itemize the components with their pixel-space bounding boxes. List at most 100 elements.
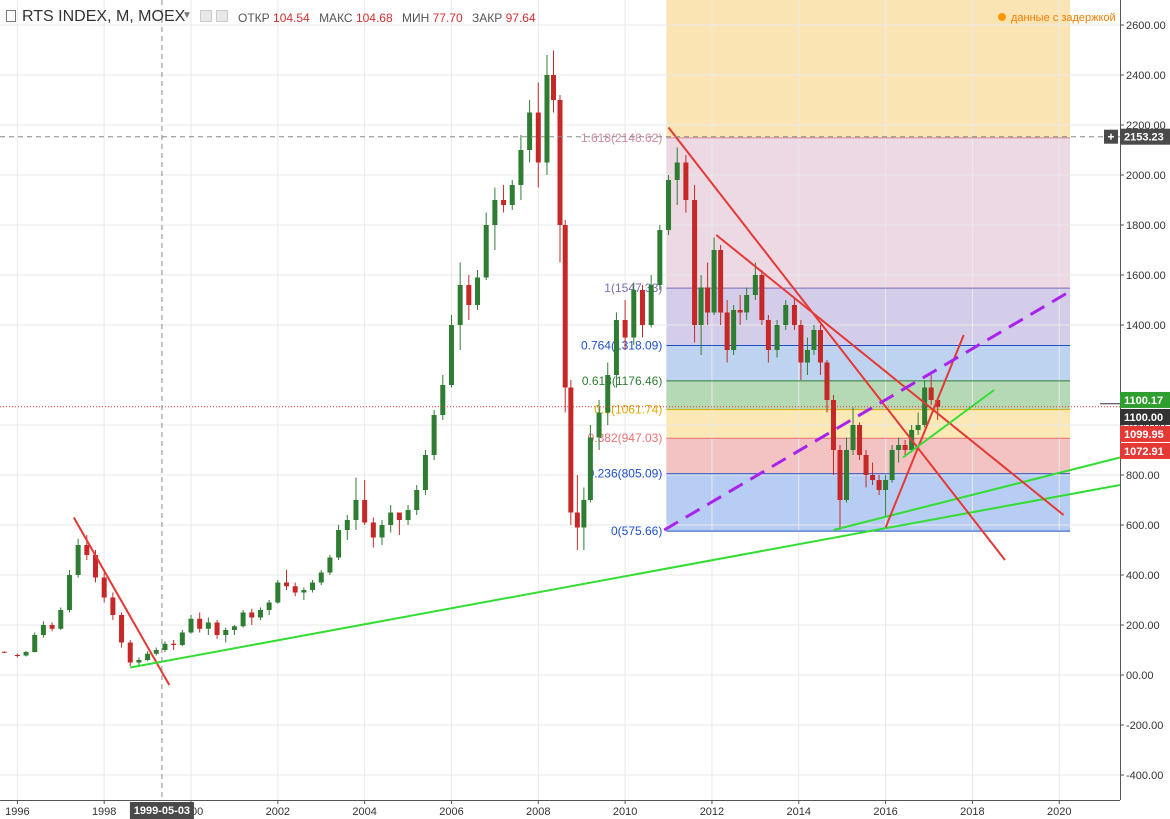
high-label: МАКС [319,11,353,25]
fib-zone [666,137,1071,289]
candle-body [440,385,446,415]
candle-body [396,512,402,520]
candle-body [666,180,672,230]
trend-line [667,126,1006,561]
candle-body [876,480,882,490]
candle-body [214,622,220,635]
cursor-date-badge [129,802,194,819]
settings-icon[interactable] [200,10,212,22]
delayed-data-notice[interactable]: данные с задержкой [998,12,1116,24]
open-label: ОТКР [238,11,270,25]
close-label: ЗАКР [472,11,503,25]
candle-body [581,500,587,528]
candle-body [49,625,55,629]
x-tick-label: 2016 [873,806,897,818]
candle-body [353,500,359,520]
candle-body [75,545,81,575]
candle-body [492,200,498,225]
candle-body [544,75,550,163]
candle-body [284,582,290,587]
candle-body [648,285,654,325]
candle-body [518,150,524,185]
candle-body [362,500,368,523]
candle-body [657,230,663,285]
candle-body [249,612,255,618]
candle-body [817,330,823,363]
price-badge [1120,425,1170,442]
candle-body [475,277,481,305]
candle-body [692,200,698,325]
chart-header: RTS INDEX, M, MOEX ▼ ОТКР 104.54 МАКС 10… [0,0,1120,36]
candle-body [562,225,568,388]
fib-zone [666,473,1071,532]
candle-body [744,295,750,313]
candle-body [674,162,680,180]
candle-body [379,525,385,538]
close-icon[interactable] [216,10,228,22]
low-value: 77.70 [432,11,463,25]
price-badge-label: 1072.91 [1124,446,1164,458]
cursor-date-label: 1999-05-03 [134,805,190,817]
price-badge-label: 1099.95 [1124,429,1164,441]
candle-body [752,275,758,295]
low-label: МИН [401,11,430,25]
fib-level-label: 1.618(2148.62) [581,131,662,145]
candle-body [622,320,628,338]
candle-body [774,325,780,350]
candle-body [639,290,645,325]
y-tick-label: 2000.00 [1126,170,1166,182]
candle-body [171,643,177,645]
candle-body [863,455,869,475]
candle-body [466,285,472,305]
candle-body [162,643,168,650]
x-tick-label: 2014 [787,806,811,818]
candle-body [414,490,420,510]
candle-body [550,75,556,100]
candle-body [405,510,411,520]
candle-body [145,653,151,660]
trend-line [72,517,171,686]
candle-body [857,425,863,455]
symbol-title[interactable]: RTS INDEX, M, MOEX [6,8,185,26]
candle-body [231,626,237,630]
y-tick-label: 400.00 [1126,570,1160,582]
candle-body [889,450,895,480]
candle-body [101,577,107,598]
candle-body [136,660,142,663]
chevron-down-icon[interactable]: ▼ [182,10,192,21]
candle-body [32,635,38,652]
candle-body [731,310,737,350]
candle-body [791,305,797,325]
fib-zone [666,409,1071,439]
candle-body [718,250,724,313]
x-tick-label: 2010 [613,806,637,818]
candle-body [275,582,281,603]
fib-zone [666,0,1071,138]
price-badge-label: 1100.00 [1124,412,1163,424]
trend-line [130,484,1121,669]
candle-body [119,615,125,643]
trend-line [902,389,995,459]
y-tick-label: 600.00 [1126,520,1160,532]
candle-body [266,602,272,610]
fib-level-label: 0.382(947.03) [588,431,663,445]
x-tick-label: 1996 [5,806,29,818]
collapse-icon[interactable] [6,10,16,22]
cursor-price-label: 2153.23 [1124,132,1164,144]
trend-line [884,334,965,528]
candle-body [223,630,229,635]
candle-body [557,100,563,225]
candle-body [811,330,817,350]
candle-body [737,310,743,313]
candle-body [179,632,185,645]
candle-body [587,437,593,500]
candle-body [535,112,541,163]
time-axis [0,800,1170,819]
candle-body [370,522,376,538]
candle-body [457,285,463,325]
candle-body [804,350,810,363]
close-value: 97.64 [505,11,536,25]
candle-body [1,651,7,653]
candle-body [605,375,611,413]
